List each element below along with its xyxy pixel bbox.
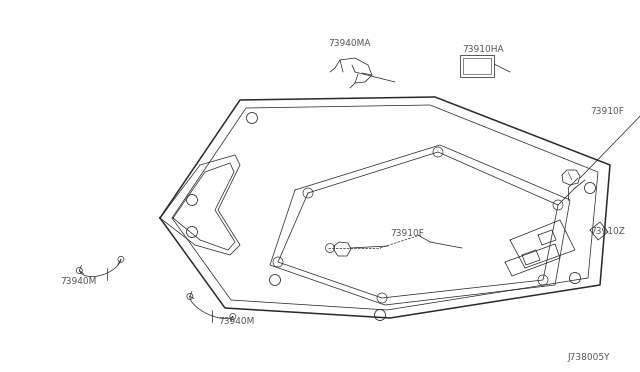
Text: 73940MA: 73940MA	[328, 38, 371, 48]
Text: 73910HA: 73910HA	[462, 45, 504, 55]
Bar	[463, 58, 491, 74]
Text: J738005Y: J738005Y	[568, 353, 610, 362]
Text: 73910F: 73910F	[590, 108, 624, 116]
Text: 73910Z: 73910Z	[590, 228, 625, 237]
Text: 73940M: 73940M	[218, 317, 254, 327]
Bar	[460, 55, 494, 77]
Text: 73940M: 73940M	[60, 278, 97, 286]
Text: 73910F: 73910F	[390, 230, 424, 238]
